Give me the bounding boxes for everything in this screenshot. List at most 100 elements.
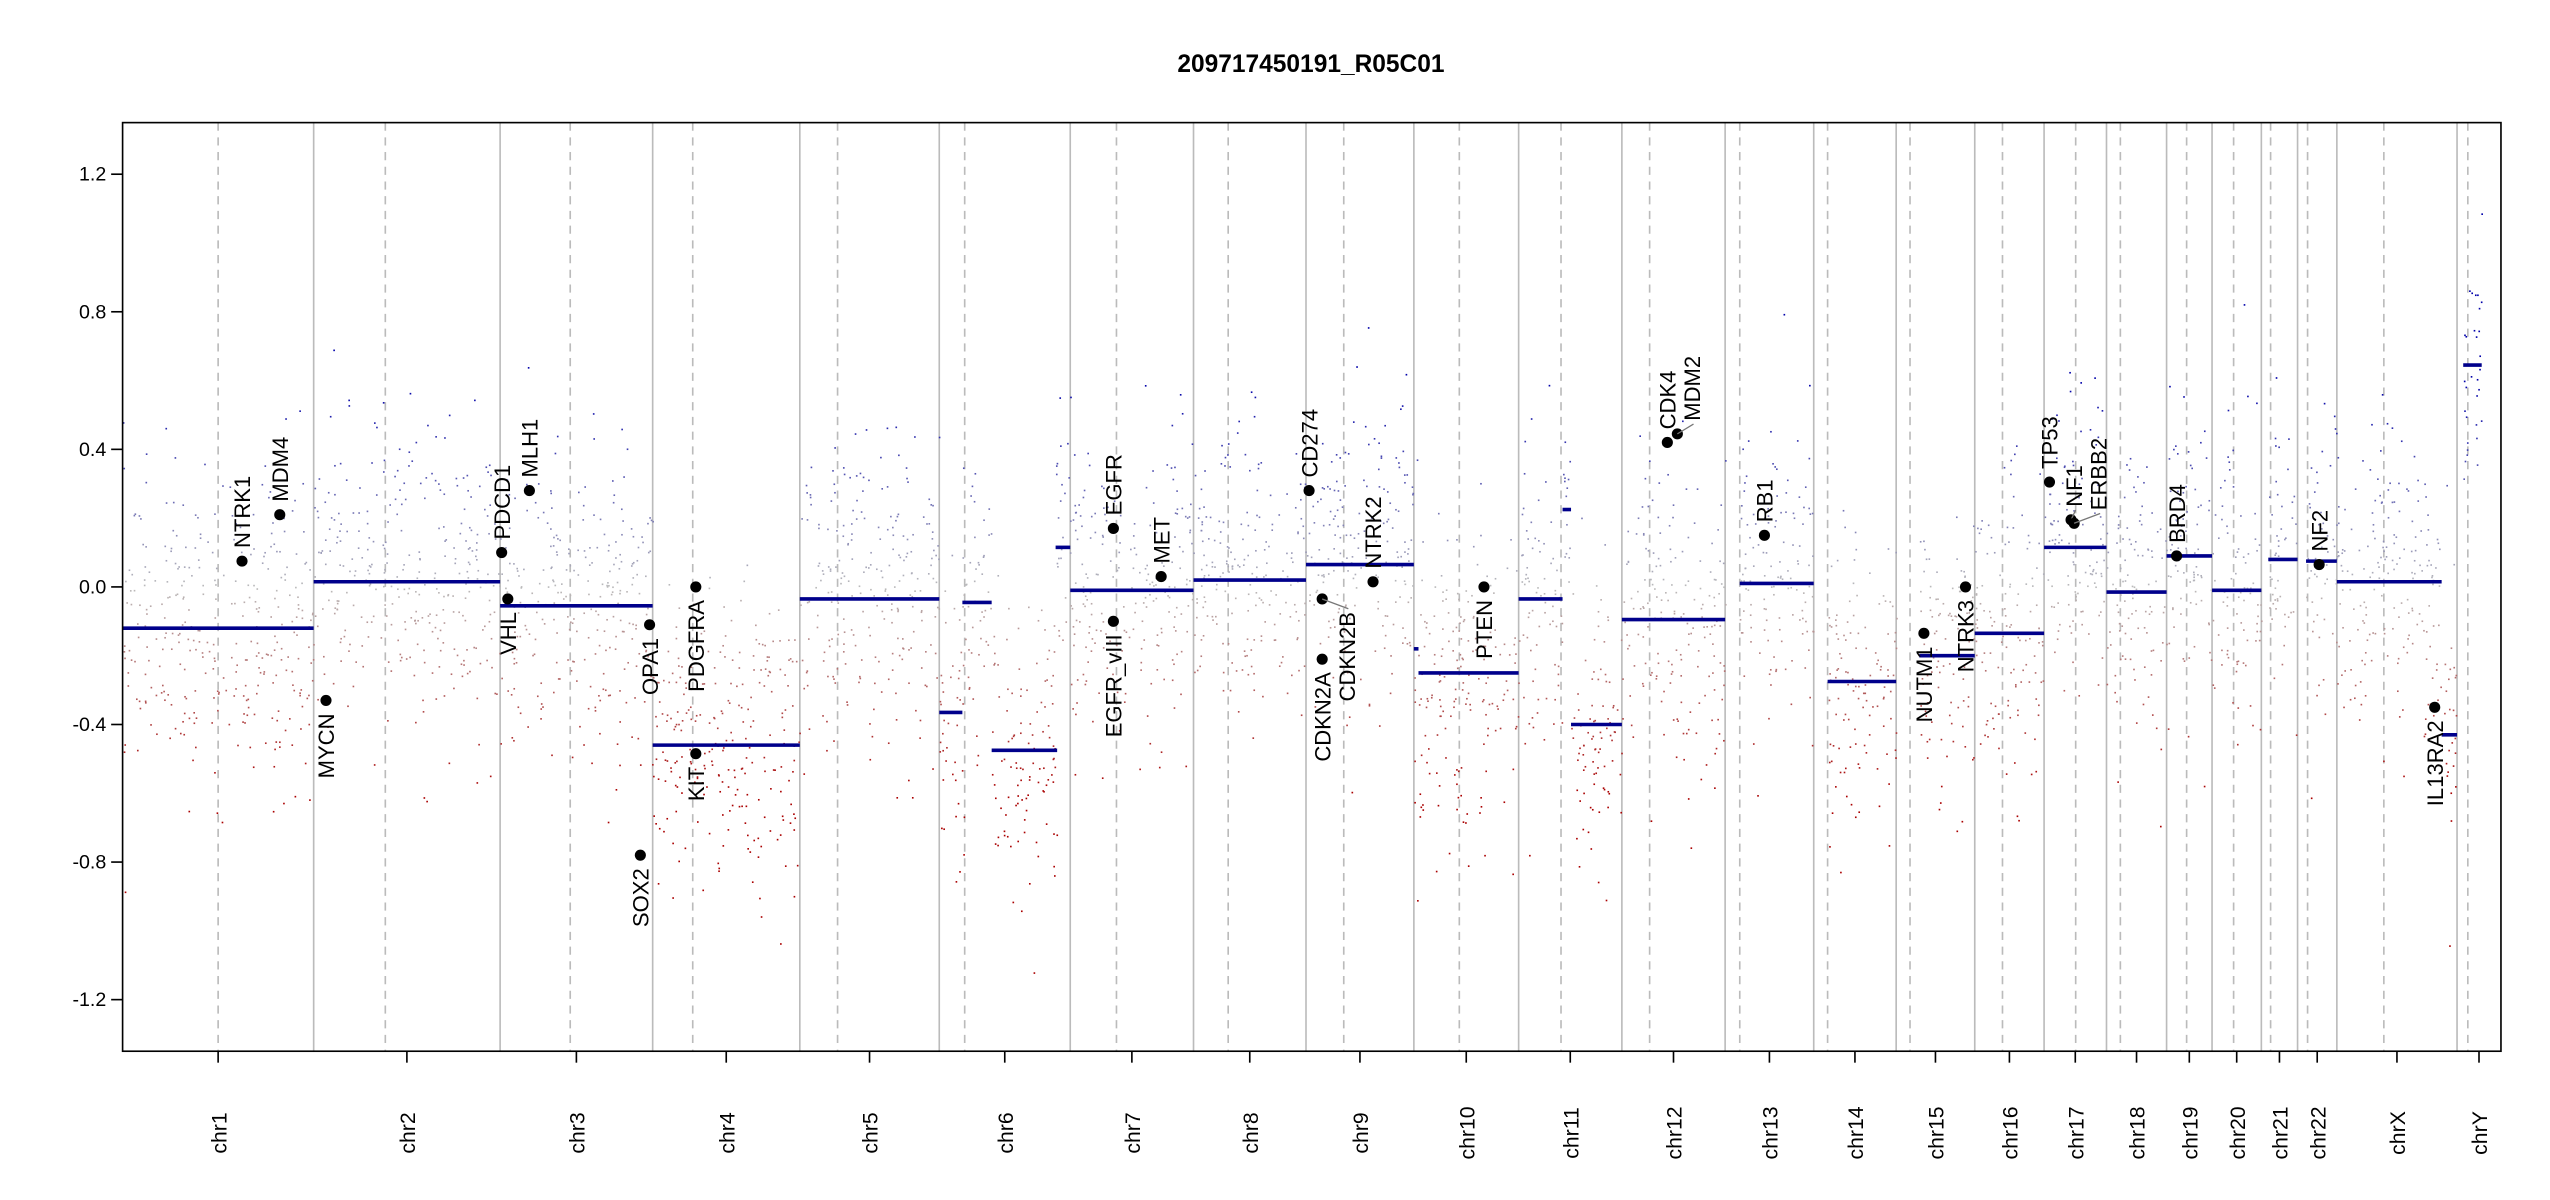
- probe-point: [1775, 670, 1777, 673]
- probe-point: [2227, 456, 2229, 458]
- probe-point: [2048, 540, 2051, 542]
- probe-point: [2116, 604, 2119, 607]
- probe-point: [295, 553, 298, 555]
- probe-point: [2060, 539, 2063, 542]
- probe-point: [517, 612, 520, 614]
- x-tick-label: chr12: [1663, 1106, 1687, 1159]
- probe-point: [1290, 584, 1292, 586]
- probe-point: [1022, 768, 1024, 771]
- probe-point: [334, 607, 337, 609]
- probe-point: [860, 659, 863, 661]
- probe-point: [2450, 647, 2453, 650]
- probe-point: [418, 571, 421, 573]
- x-tick-label: chr7: [1121, 1112, 1145, 1153]
- probe-point: [295, 586, 297, 589]
- probe-point: [2115, 588, 2117, 590]
- probe-point: [2476, 437, 2478, 440]
- probe-point: [1872, 706, 1874, 708]
- probe-point: [1979, 602, 1982, 605]
- probe-point: [728, 702, 731, 704]
- probe-point: [939, 700, 942, 703]
- probe-point: [1767, 515, 1770, 517]
- probe-point: [372, 540, 375, 543]
- probe-point: [584, 486, 587, 488]
- probe-point: [709, 576, 711, 579]
- probe-point: [1858, 767, 1861, 769]
- probe-point: [489, 504, 492, 506]
- probe-point: [2038, 627, 2040, 630]
- probe-point: [2337, 522, 2340, 525]
- probe-point: [1351, 556, 1354, 558]
- probe-point: [217, 693, 220, 695]
- probe-point: [2135, 491, 2137, 493]
- probe-point: [1505, 680, 1508, 682]
- probe-point: [2092, 568, 2095, 571]
- probe-point: [855, 475, 858, 477]
- probe-point: [1647, 505, 1650, 508]
- probe-point: [1895, 647, 1898, 650]
- probe-point: [1027, 794, 1029, 797]
- probe-point: [1697, 665, 1699, 668]
- probe-point: [183, 712, 186, 715]
- probe-point: [1007, 688, 1009, 691]
- probe-point: [760, 845, 763, 848]
- probe-point: [623, 668, 626, 670]
- probe-point: [496, 693, 498, 695]
- probe-point: [1460, 638, 1463, 640]
- probe-point: [1072, 708, 1074, 710]
- probe-point: [713, 717, 716, 720]
- probe-point: [516, 570, 519, 572]
- probe-point: [1435, 870, 1438, 873]
- probe-point: [212, 643, 215, 646]
- gene-leader-line: [1677, 423, 1694, 435]
- probe-point: [878, 660, 880, 663]
- probe-point: [676, 760, 678, 763]
- probe-point: [1076, 679, 1079, 681]
- probe-point: [1677, 720, 1679, 722]
- probe-point: [124, 891, 127, 894]
- probe-point: [139, 604, 141, 607]
- probe-point: [1993, 551, 1996, 554]
- probe-point: [1335, 454, 1338, 456]
- probe-point: [1053, 651, 1056, 653]
- probe-point: [2387, 516, 2390, 519]
- probe-point: [594, 653, 597, 655]
- probe-point: [163, 690, 165, 693]
- gene-label: MYCN: [314, 713, 339, 778]
- probe-point: [2009, 583, 2012, 586]
- probe-point: [892, 526, 894, 529]
- probe-point: [650, 675, 652, 678]
- probe-point: [919, 719, 922, 722]
- probe-point: [772, 640, 774, 643]
- probe-point: [2446, 484, 2448, 487]
- probe-point: [1076, 702, 1078, 704]
- probe-point: [840, 582, 842, 585]
- probe-point: [1554, 663, 1556, 666]
- probe-point: [2275, 552, 2277, 555]
- probe-point: [2133, 586, 2136, 589]
- probe-point: [526, 509, 528, 512]
- probe-point: [983, 554, 985, 557]
- probe-point: [2276, 493, 2279, 496]
- probe-point: [1864, 692, 1867, 695]
- probe-point: [1323, 575, 1325, 578]
- probe-point: [1514, 637, 1516, 639]
- probe-point: [1481, 700, 1484, 703]
- probe-point: [172, 529, 175, 532]
- probe-point: [2423, 735, 2426, 738]
- probe-point: [2417, 500, 2420, 502]
- probe-point: [1697, 650, 1700, 652]
- probe-point: [2444, 663, 2447, 666]
- probe-point: [2117, 781, 2119, 783]
- probe-point: [250, 553, 252, 556]
- probe-point: [498, 573, 500, 575]
- probe-point: [1084, 595, 1087, 598]
- probe-point: [1082, 496, 1085, 499]
- probe-point: [1939, 802, 1942, 804]
- probe-point: [2239, 591, 2242, 594]
- probe-point: [368, 584, 371, 587]
- probe-point: [2226, 596, 2229, 599]
- probe-point: [2058, 623, 2061, 626]
- probe-point: [902, 535, 905, 537]
